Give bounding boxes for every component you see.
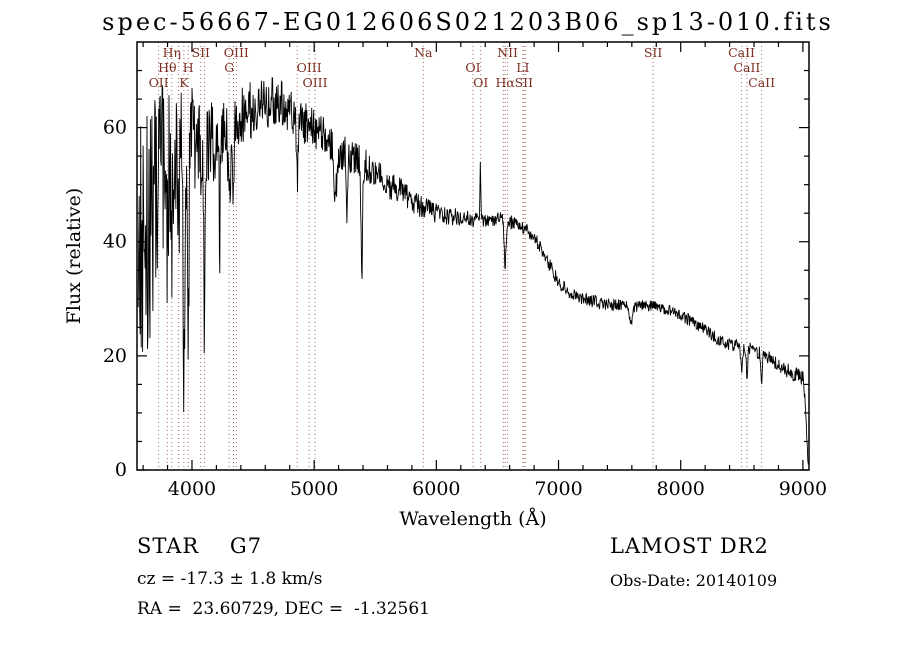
spectral-line-label: LI xyxy=(516,60,529,75)
x-tick-labels: 4000 5000 6000 7000 8000 9000 xyxy=(168,478,827,500)
spectral-line-label: OII xyxy=(149,75,169,90)
spectral-line-label: CaII xyxy=(733,60,760,75)
y-tick-label: 0 xyxy=(115,459,127,481)
spectrum-plot-canvas: 4000 5000 6000 7000 8000 9000 0 20 40 60 Wavelengt… xyxy=(63,41,827,530)
y-tick-labels: 0 20 40 60 xyxy=(103,117,127,481)
spectral-line-label: H xyxy=(183,60,194,75)
x-tick-label: 5000 xyxy=(290,478,338,500)
y-tick-label: 40 xyxy=(103,231,127,253)
spectral-line-markers xyxy=(158,42,763,470)
plot-title: spec-56667-EG012606S021203B06_sp13-010.f… xyxy=(102,8,834,36)
x-tick-label: 4000 xyxy=(168,478,216,500)
survey-name: LAMOST DR2 xyxy=(610,534,769,558)
y-tick-label: 60 xyxy=(103,117,127,139)
spectral-line-label: Hα xyxy=(495,75,515,90)
spectral-line-label: OIII xyxy=(302,75,327,90)
spectral-line-label: K xyxy=(179,75,189,90)
axis-ticks xyxy=(137,42,809,471)
spectral-line-label: OIII xyxy=(224,45,249,60)
spectral-line-label: OI xyxy=(473,75,488,90)
y-axis-label: Flux (relative) xyxy=(63,188,85,325)
spectral-line-label: CaII xyxy=(748,75,775,90)
x-tick-label: 8000 xyxy=(657,478,705,500)
ra-dec-coordinates: RA = 23.60729, DEC = -1.32561 xyxy=(137,599,431,619)
spectral-line-labels: OIIHθHηKHSIIGOIIIOIIIOIIINaOIOINIIHαLISI… xyxy=(149,45,776,90)
y-tick-label: 20 xyxy=(103,345,127,367)
x-tick-label: 9000 xyxy=(779,478,827,500)
spectral-line-label: Hη xyxy=(163,45,181,60)
spectral-line-label: SII xyxy=(192,45,211,60)
spectral-line-label: OIII xyxy=(297,60,322,75)
spectral-line-label: Hθ xyxy=(158,60,176,75)
spectral-line-label: CaII xyxy=(728,45,755,60)
object-classification: STAR G7 xyxy=(137,534,263,558)
spectral-line-label: G xyxy=(224,60,234,75)
spectral-line-label: Na xyxy=(414,45,433,60)
spectral-line-label: SII xyxy=(515,75,534,90)
spectral-line-label: SII xyxy=(644,45,663,60)
observation-date: Obs-Date: 20140109 xyxy=(610,571,778,590)
spectral-line-label: NII xyxy=(497,45,518,60)
plot-frame xyxy=(136,41,810,471)
cz-velocity: cz = -17.3 ± 1.8 km/s xyxy=(137,569,323,589)
x-axis-label: Wavelength (Å) xyxy=(399,508,546,530)
x-tick-label: 7000 xyxy=(534,478,582,500)
spectrum-trace xyxy=(137,77,809,465)
x-tick-label: 6000 xyxy=(412,478,460,500)
spectral-line-label: OI xyxy=(465,60,480,75)
